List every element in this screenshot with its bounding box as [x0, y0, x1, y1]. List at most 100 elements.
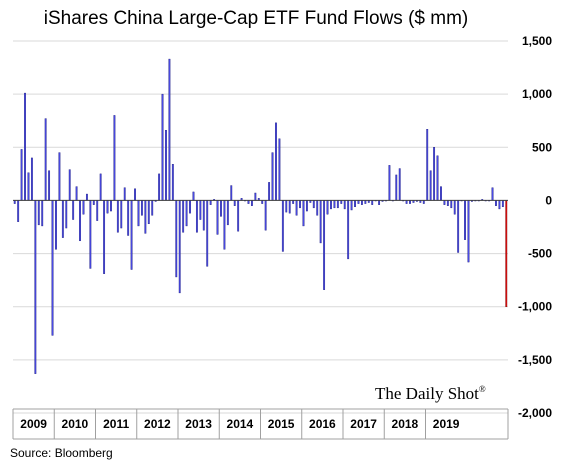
bar	[237, 200, 240, 232]
bar	[165, 130, 167, 201]
brand-mark: The Daily Shot®	[375, 384, 486, 403]
y-axis: 1,500 1,000 500 0 -500 -1,000 -1,500 -2,000	[518, 34, 552, 420]
bar	[55, 200, 57, 250]
bar	[371, 200, 374, 205]
bar	[17, 200, 20, 222]
bar	[120, 200, 123, 229]
brand-registered: ®	[479, 384, 486, 394]
bar	[464, 200, 466, 240]
bar	[68, 169, 71, 201]
bar	[82, 200, 85, 215]
bar	[27, 172, 30, 201]
bar	[79, 200, 81, 242]
bar	[288, 200, 291, 214]
bar	[51, 200, 54, 336]
bar	[72, 200, 75, 220]
chart-title: iShares China Large-Cap ETF Fund Flows (…	[44, 8, 468, 29]
year-label: 2014	[227, 417, 254, 431]
year-label: 2010	[62, 417, 89, 431]
bar-highlight	[505, 200, 508, 307]
year-label: 2013	[185, 417, 212, 431]
bar	[467, 200, 470, 263]
bar	[175, 200, 178, 278]
x-axis-years: 2009 2010 2011 2012 2013 2014 2015 2016 2017 2018…	[12, 408, 509, 440]
bar	[453, 200, 456, 215]
bar	[226, 200, 229, 226]
y-tick-label: 1,000	[522, 87, 552, 101]
bar	[178, 200, 181, 294]
bar	[312, 200, 315, 209]
bar	[271, 152, 274, 201]
y-tick-label: 500	[532, 140, 552, 154]
brand-name: The Daily Shot	[375, 384, 479, 403]
bar	[144, 200, 147, 234]
bar	[44, 118, 47, 201]
bar	[192, 191, 195, 201]
bar	[498, 200, 501, 210]
bar	[501, 200, 504, 208]
bar	[440, 186, 442, 201]
bar	[96, 200, 99, 221]
bar	[24, 92, 26, 201]
year-label: 2017	[350, 417, 377, 431]
bar	[195, 200, 198, 233]
bar	[75, 186, 78, 201]
bar	[209, 200, 212, 205]
bar	[354, 200, 356, 208]
y-tick-label: 1,500	[522, 34, 552, 48]
bar	[326, 200, 329, 215]
bar	[223, 200, 226, 250]
year-label: 2009	[20, 417, 47, 431]
bar	[189, 200, 191, 214]
bar	[230, 185, 233, 201]
bar	[350, 200, 353, 211]
bar	[123, 187, 126, 201]
bar	[206, 200, 209, 267]
bar	[268, 182, 271, 201]
bar	[319, 200, 322, 244]
bar	[116, 200, 119, 233]
bar	[275, 122, 277, 201]
bar	[285, 200, 288, 213]
bar	[250, 200, 253, 206]
bar	[281, 200, 284, 252]
bar	[264, 200, 267, 231]
year-label: 2012	[144, 417, 171, 431]
bar	[58, 152, 61, 201]
bar	[137, 200, 140, 227]
bar	[48, 170, 51, 201]
bar	[41, 200, 44, 227]
y-tick-label: -1,500	[518, 353, 552, 367]
y-tick-label: -500	[528, 247, 552, 261]
bar	[65, 200, 68, 229]
bar	[113, 115, 116, 201]
bar	[220, 200, 222, 217]
bar	[333, 200, 336, 209]
year-label: 2018	[392, 417, 419, 431]
year-label: 2015	[268, 417, 295, 431]
bar	[127, 200, 130, 236]
bar	[233, 200, 236, 206]
bar	[158, 173, 161, 201]
bar	[495, 200, 497, 206]
bar	[254, 192, 257, 201]
bar	[92, 200, 95, 205]
bar	[168, 58, 171, 201]
bar	[61, 200, 64, 238]
bar	[110, 200, 112, 212]
bar	[202, 200, 205, 231]
bar	[295, 200, 298, 216]
source-note: Source: Bloomberg	[10, 446, 113, 460]
bar	[185, 200, 188, 227]
bar	[99, 173, 102, 201]
bar	[34, 200, 37, 374]
bar	[182, 200, 185, 233]
bar	[305, 200, 308, 212]
bar	[443, 200, 446, 205]
bar	[360, 200, 363, 205]
bar	[171, 164, 174, 201]
bar	[151, 200, 154, 216]
bar	[343, 200, 346, 210]
bar	[89, 200, 92, 269]
bar	[134, 188, 136, 201]
